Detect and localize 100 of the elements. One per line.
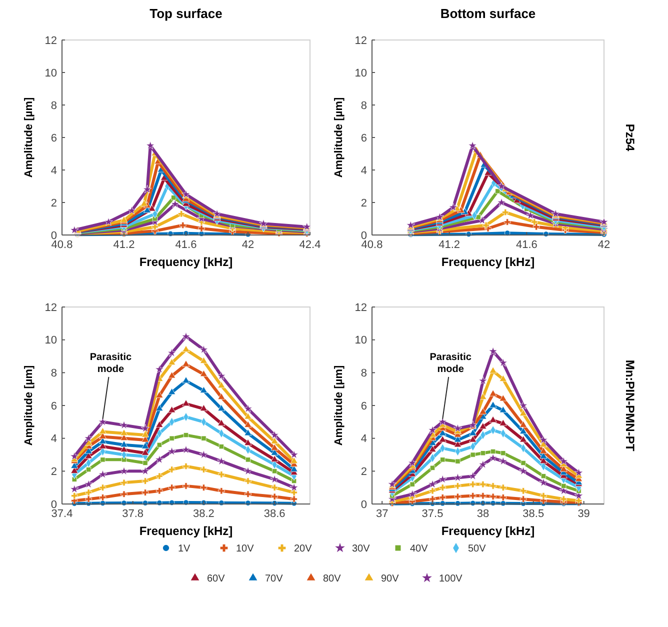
point <box>499 419 507 426</box>
point <box>270 444 278 450</box>
point <box>500 484 506 491</box>
point <box>502 208 509 216</box>
point <box>560 496 567 502</box>
y-tick-label: 0 <box>50 498 57 511</box>
point <box>540 492 547 500</box>
point <box>480 492 486 500</box>
y-tick-label: 4 <box>50 164 57 177</box>
point <box>167 348 176 357</box>
legend-label: 30V <box>352 544 370 554</box>
point <box>540 447 548 454</box>
point <box>408 490 417 498</box>
point <box>120 429 128 436</box>
x-axis-title: Frequency [kHz] <box>441 255 535 269</box>
point <box>142 460 148 466</box>
x-axis-title: Frequency [kHz] <box>441 524 535 538</box>
point <box>539 478 548 486</box>
y-tick-label: 2 <box>50 197 57 210</box>
point <box>448 202 458 212</box>
point <box>290 496 298 502</box>
point <box>490 448 496 454</box>
x-tick-label: 40.8 <box>361 239 383 251</box>
point <box>270 430 279 439</box>
point <box>559 456 568 466</box>
point <box>120 420 128 429</box>
point <box>478 460 488 468</box>
point <box>470 452 476 458</box>
point <box>182 345 190 352</box>
y-tick-label: 2 <box>360 466 367 478</box>
point <box>489 416 497 423</box>
point <box>518 400 528 410</box>
y-tick-label: 12 <box>44 302 57 314</box>
x-tick-label: 37.4 <box>51 508 73 520</box>
point <box>182 482 190 490</box>
point <box>500 494 506 501</box>
point <box>200 484 208 491</box>
point <box>182 445 190 454</box>
point <box>127 206 136 214</box>
point <box>70 226 79 234</box>
point <box>468 471 478 480</box>
y-tick-label: 10 <box>354 334 367 347</box>
point <box>182 332 190 340</box>
point <box>168 406 176 413</box>
point <box>244 420 252 428</box>
y-tick-label: 6 <box>50 132 57 144</box>
y-tick-label: 8 <box>360 100 367 112</box>
point <box>218 381 226 388</box>
y-tick-label: 8 <box>360 368 367 380</box>
point <box>141 448 150 456</box>
point <box>520 436 528 442</box>
point <box>429 496 436 502</box>
point <box>270 474 279 484</box>
point <box>120 479 128 486</box>
point <box>141 442 150 449</box>
point <box>217 456 226 466</box>
point <box>182 400 190 406</box>
point <box>245 457 251 462</box>
y-tick-label: 10 <box>44 334 57 347</box>
point <box>182 462 190 470</box>
point <box>561 483 566 488</box>
y-tick-label: 8 <box>50 100 57 112</box>
point <box>271 484 278 491</box>
point <box>168 358 176 366</box>
legend-label: 80V <box>323 574 342 584</box>
point <box>540 474 546 479</box>
point <box>200 404 208 412</box>
point <box>499 406 507 413</box>
point <box>156 420 164 428</box>
x-tick-label: 41.6 <box>175 239 197 251</box>
point <box>439 494 446 501</box>
point <box>539 435 548 444</box>
point <box>156 442 162 448</box>
y-tick-label: 6 <box>360 400 367 412</box>
point <box>218 444 224 450</box>
point <box>468 141 477 150</box>
point <box>244 478 252 484</box>
point <box>200 386 208 393</box>
point <box>182 360 190 367</box>
point <box>167 446 176 456</box>
point <box>156 404 164 412</box>
point <box>71 492 78 500</box>
point <box>410 482 415 487</box>
point <box>244 466 252 475</box>
y-axis-title: Amplitude [µm] <box>23 97 35 178</box>
point <box>244 490 252 498</box>
point <box>488 346 498 356</box>
y-axis-title: Amplitude [µm] <box>333 97 345 178</box>
point <box>120 490 128 498</box>
x-tick-label: 38 <box>476 508 490 520</box>
point <box>85 489 92 496</box>
point <box>290 482 298 492</box>
point <box>453 424 462 432</box>
y-tick-label: 10 <box>44 67 57 80</box>
point <box>98 470 108 478</box>
point <box>85 496 92 502</box>
point <box>531 218 538 226</box>
point <box>438 417 448 426</box>
point <box>478 376 488 385</box>
point <box>200 466 208 473</box>
